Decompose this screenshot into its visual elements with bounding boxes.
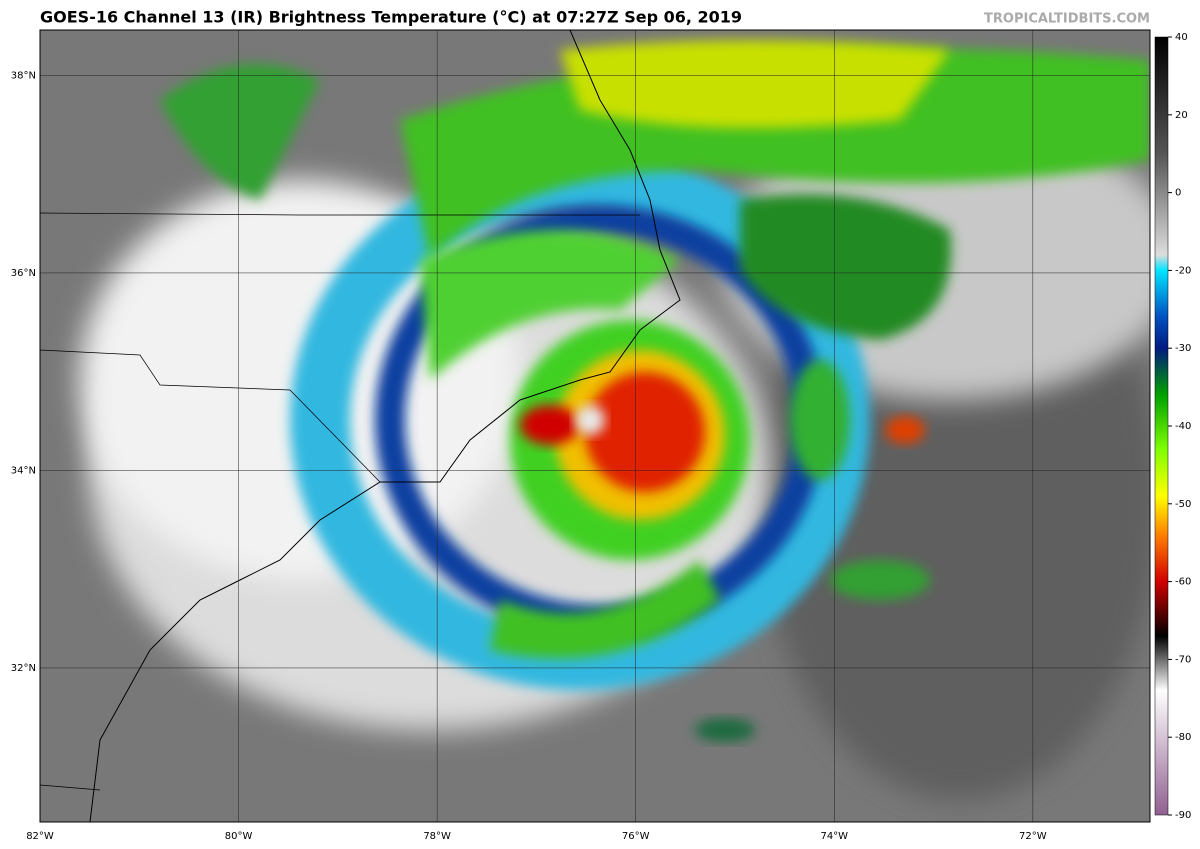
colorbar-label: -40 [1175, 421, 1191, 432]
satellite-image [40, 30, 1150, 822]
colorbar-label: 20 [1175, 110, 1188, 121]
colorbar-label: 0 [1175, 188, 1181, 199]
colorbar [1154, 36, 1169, 816]
lon-label: 82°W [26, 831, 54, 842]
lon-label: 78°W [423, 831, 451, 842]
lon-label: 76°W [622, 831, 650, 842]
lon-label: 72°W [1019, 831, 1047, 842]
lat-label: 36°N [11, 268, 36, 279]
colorbar-label: -70 [1175, 654, 1191, 665]
colorbar-label: -20 [1175, 265, 1191, 276]
lat-label: 38°N [11, 70, 36, 81]
colorbar-label: 40 [1175, 32, 1188, 43]
colorbar-label: -90 [1175, 810, 1191, 821]
colorbar-label: -60 [1175, 577, 1191, 588]
lat-label: 34°N [11, 465, 36, 476]
credit: TROPICALTIDBITS.COM [984, 12, 1150, 27]
colorbar-label: -30 [1175, 343, 1191, 354]
colorbar-label: -50 [1175, 499, 1191, 510]
colorbar-label: -80 [1175, 732, 1191, 743]
title: GOES-16 Channel 13 (IR) Brightness Tempe… [40, 8, 742, 27]
lat-label: 32°N [11, 663, 36, 674]
lon-label: 74°W [820, 831, 848, 842]
map-frame [39, 29, 1151, 823]
lon-label: 80°W [225, 831, 253, 842]
